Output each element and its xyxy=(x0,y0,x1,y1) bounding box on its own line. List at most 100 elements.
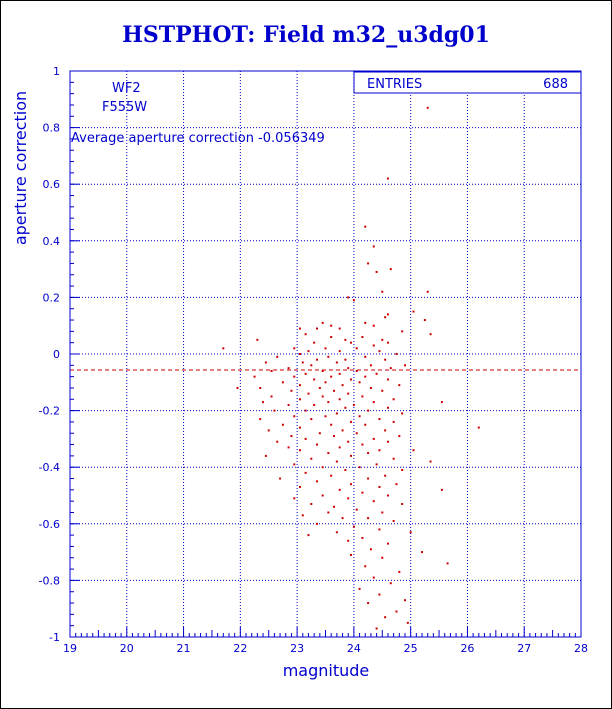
x-tick-label: 23 xyxy=(290,642,304,655)
data-point xyxy=(338,398,341,401)
x-tick-label: 27 xyxy=(517,642,531,655)
data-point xyxy=(347,392,350,395)
data-point xyxy=(375,372,378,375)
data-point xyxy=(392,519,395,522)
data-point xyxy=(293,375,296,378)
data-point xyxy=(290,389,293,392)
data-point xyxy=(304,437,307,440)
data-point xyxy=(364,321,367,324)
data-point xyxy=(335,361,338,364)
data-point xyxy=(347,497,350,500)
data-point xyxy=(321,466,324,469)
data-point xyxy=(335,412,338,415)
data-point xyxy=(392,457,395,460)
data-point xyxy=(333,435,336,438)
filter-label: F555W xyxy=(102,100,147,115)
data-point xyxy=(358,381,361,384)
x-tick-label: 28 xyxy=(574,642,588,655)
x-tick-label: 19 xyxy=(63,642,77,655)
data-point xyxy=(361,336,364,339)
data-point xyxy=(338,488,341,491)
data-point xyxy=(477,426,480,429)
y-tick-label: 0.6 xyxy=(43,178,61,191)
data-point xyxy=(333,389,336,392)
data-point xyxy=(378,593,381,596)
y-tick-label: 0 xyxy=(53,348,60,361)
data-point xyxy=(259,386,262,389)
data-point xyxy=(307,392,310,395)
data-point xyxy=(395,353,398,355)
chart-title: HSTPHOT: Field m32_u3dg01 xyxy=(122,22,490,48)
camera-label: WF2 xyxy=(112,81,141,96)
data-point xyxy=(386,406,389,409)
data-point xyxy=(386,542,389,545)
data-point xyxy=(355,369,358,372)
data-point xyxy=(378,449,381,452)
data-point xyxy=(372,324,375,327)
data-point xyxy=(298,353,301,355)
data-point xyxy=(270,395,273,398)
stats-box xyxy=(353,71,582,94)
data-point xyxy=(355,432,358,435)
data-point xyxy=(313,341,316,344)
data-point xyxy=(440,488,443,491)
data-point xyxy=(313,378,316,381)
data-point xyxy=(446,562,449,565)
data-point xyxy=(298,384,301,387)
data-point xyxy=(344,338,347,341)
data-point xyxy=(372,437,375,440)
data-point xyxy=(392,398,395,401)
data-point xyxy=(378,486,381,489)
data-point xyxy=(355,347,358,350)
data-point xyxy=(318,386,321,389)
data-point xyxy=(290,435,293,438)
x-axis-title: magnitude xyxy=(283,661,370,680)
data-point xyxy=(395,483,398,486)
data-point xyxy=(287,403,290,406)
data-point xyxy=(412,449,415,452)
data-point xyxy=(421,551,424,554)
y-tick-label: 0.4 xyxy=(43,235,61,248)
data-point xyxy=(423,319,426,322)
data-point xyxy=(338,350,341,353)
data-point xyxy=(426,106,429,109)
data-point xyxy=(386,440,389,443)
data-point xyxy=(389,268,392,271)
data-point xyxy=(389,367,392,370)
data-point xyxy=(372,576,375,579)
data-point xyxy=(256,338,259,341)
data-point xyxy=(352,403,355,406)
data-point xyxy=(367,262,370,265)
data-point xyxy=(327,511,330,514)
data-point xyxy=(429,460,432,463)
data-point xyxy=(361,536,364,539)
data-point xyxy=(301,514,304,517)
data-point xyxy=(426,290,429,293)
data-point xyxy=(315,358,318,361)
data-point xyxy=(347,539,350,542)
data-point xyxy=(381,338,384,341)
axis-ticks xyxy=(69,70,582,638)
data-point xyxy=(406,621,409,624)
data-point xyxy=(264,361,267,364)
data-point xyxy=(392,420,395,423)
data-point xyxy=(287,446,290,449)
y-axis-title: aperture correction xyxy=(11,91,30,245)
data-point xyxy=(384,429,387,432)
data-point xyxy=(375,627,378,630)
data-point xyxy=(279,477,282,480)
data-point xyxy=(304,372,307,375)
data-point xyxy=(412,310,415,313)
data-point xyxy=(381,389,384,392)
y-tick-label: 0.8 xyxy=(43,122,61,135)
data-point xyxy=(352,525,355,528)
data-point xyxy=(310,457,313,460)
data-point xyxy=(369,548,372,551)
data-point xyxy=(222,347,225,350)
data-point xyxy=(330,423,333,426)
data-point xyxy=(318,432,321,435)
y-tick-label: -0.4 xyxy=(39,461,60,474)
data-point xyxy=(281,423,284,426)
data-point xyxy=(236,386,239,389)
data-point xyxy=(344,358,347,361)
